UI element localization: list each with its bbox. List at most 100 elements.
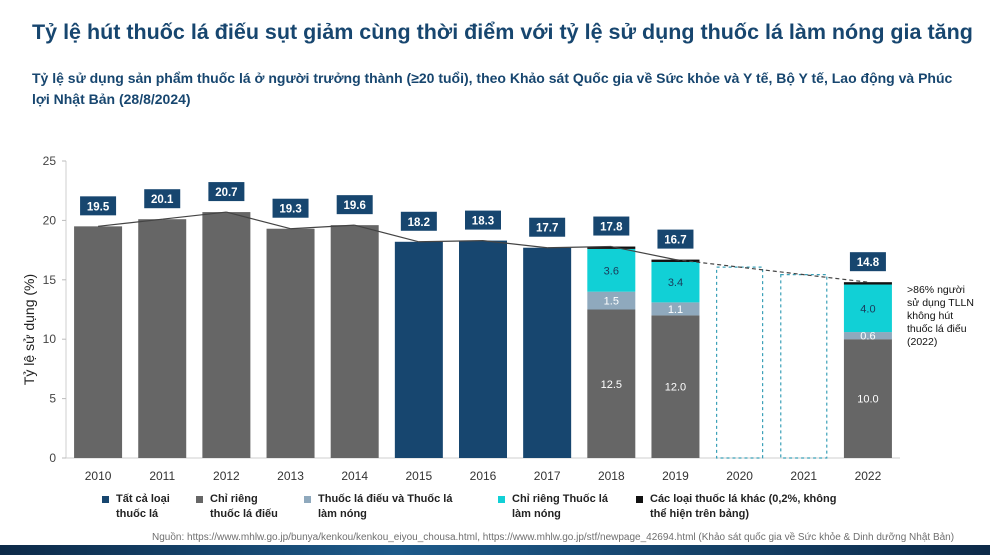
x-tick-label: 2022 xyxy=(855,469,882,483)
total-label-box xyxy=(465,210,501,230)
segment-value-label: 4.0 xyxy=(860,303,875,315)
y-axis-title: Tỷ lệ sử dụng (%) xyxy=(21,274,37,385)
chart-area: 0 5 10 15 20 25 Tỷ lệ sử dụng (%) 2010 2011 2012 2… xyxy=(21,154,974,483)
bar-placeholder xyxy=(780,274,828,459)
legend-swatch-cigarette-only xyxy=(196,496,203,503)
segment-value-label: 12.5 xyxy=(601,379,622,391)
x-tick-label: 2021 xyxy=(790,469,817,483)
y-tick-label: 20 xyxy=(43,213,57,227)
annotation-line: (2022) xyxy=(907,336,937,348)
bar-segment xyxy=(843,284,892,333)
trend-line-segment xyxy=(547,245,612,249)
bar-segment xyxy=(651,302,700,316)
legend-item-dual-use: Thuốc lá điếu và Thuốc lá làm nóng xyxy=(304,492,458,522)
x-tick-label: 2013 xyxy=(277,469,304,483)
footer-bar xyxy=(0,545,990,555)
bar xyxy=(330,225,379,458)
legend-swatch-htp-only xyxy=(498,496,505,503)
legend-item-cigarette-only: Chỉ riêng thuốc lá điếu xyxy=(196,492,290,522)
total-value-label: 17.8 xyxy=(600,222,623,234)
chart-subtitle: Tỷ lệ sử dụng sản phẩm thuốc lá ở người … xyxy=(32,70,953,107)
x-tick-label: 2011 xyxy=(149,469,175,483)
x-tick-label: 2019 xyxy=(662,469,689,483)
total-value-label: 14.8 xyxy=(857,257,880,269)
total-value-label: 16.7 xyxy=(664,235,686,247)
y-tick-label: 25 xyxy=(43,154,57,168)
source-note: Nguồn: https://www.mhlw.go.jp/bunya/kenk… xyxy=(152,532,955,543)
x-tick-label: 2010 xyxy=(85,469,112,483)
segment-value-label: 0.6 xyxy=(860,331,875,343)
bar-segment xyxy=(587,246,636,249)
x-tick-label: 2014 xyxy=(341,469,368,483)
segment-value-label: 3.6 xyxy=(604,265,619,277)
legend-swatch-dual-use xyxy=(304,496,311,503)
total-value-label: 17.7 xyxy=(536,223,558,235)
y-tick-label: 0 xyxy=(49,451,56,465)
bar xyxy=(74,226,123,458)
bar-segment xyxy=(843,332,892,340)
segment-value-label: 10.0 xyxy=(857,394,878,406)
y-tick-label: 5 xyxy=(49,392,56,406)
trend-line-segment xyxy=(226,211,291,230)
total-label-box xyxy=(208,182,245,202)
segment-value-label: 1.5 xyxy=(604,296,619,308)
x-tick-label: 2020 xyxy=(726,469,753,483)
bar xyxy=(138,219,187,458)
total-label-box xyxy=(657,229,694,249)
x-tick-label: 2016 xyxy=(470,469,497,483)
total-value-label: 20.1 xyxy=(151,194,174,206)
bar xyxy=(459,240,507,458)
bar xyxy=(523,247,572,458)
legend-item-other: Các loại thuốc lá khác (0,2%, không thể … xyxy=(636,492,850,522)
annotation-line: không hút xyxy=(907,310,953,322)
total-label-box xyxy=(593,216,630,236)
total-value-label: 19.6 xyxy=(343,200,365,212)
trend-line-segment xyxy=(482,239,548,249)
bar xyxy=(202,212,251,458)
trend-line-segment xyxy=(98,218,163,227)
segment-value-label: 12.0 xyxy=(665,382,686,394)
trend-line-segment xyxy=(418,239,484,243)
x-tick-label: 2012 xyxy=(213,469,240,483)
annotation-line: >86% người xyxy=(907,284,965,296)
annotation-line: sử dụng TLLN xyxy=(907,297,974,309)
trend-line-segment xyxy=(290,224,355,230)
x-tick-label: 2015 xyxy=(405,469,432,483)
total-label-box xyxy=(80,196,117,216)
bar-segment xyxy=(843,282,892,285)
total-value-label: 18.3 xyxy=(472,216,494,228)
total-value-label: 18.2 xyxy=(408,217,430,229)
total-value-label: 19.5 xyxy=(87,201,110,213)
bar-segment xyxy=(587,291,636,310)
legend-label-htp-only: Chỉ riêng Thuốc lá làm nóng xyxy=(512,493,608,520)
total-label-box xyxy=(272,198,309,218)
trend-line-segment xyxy=(162,211,227,220)
total-label-box xyxy=(336,195,373,215)
total-value-label: 20.7 xyxy=(215,187,237,199)
bar-segment xyxy=(843,339,892,458)
legend-label-dual-use: Thuốc lá điếu và Thuốc lá làm nóng xyxy=(318,493,453,520)
total-value-label: 19.3 xyxy=(279,204,301,216)
total-label-box xyxy=(849,252,886,272)
y-tick-label: 15 xyxy=(43,273,57,287)
legend-label-cigarette-only: Chỉ riêng thuốc lá điếu xyxy=(210,493,278,520)
trend-line-segment xyxy=(354,224,419,243)
legend-item-htp-only: Chỉ riêng Thuốc lá làm nóng xyxy=(498,492,612,522)
x-tick-label: 2017 xyxy=(534,469,561,483)
annotation-line: thuốc lá điếu xyxy=(907,323,967,335)
legend-label-other: Các loại thuốc lá khác (0,2%, không thể … xyxy=(650,493,837,520)
legend-label-all-tobacco: Tất cả loại thuốc lá xyxy=(116,493,170,520)
bar xyxy=(266,228,315,458)
total-label-box xyxy=(529,217,566,237)
bar xyxy=(394,241,443,458)
segment-value-label: 3.4 xyxy=(668,277,683,289)
total-label-box xyxy=(144,189,181,209)
bar-segment xyxy=(651,261,700,303)
bar-placeholder xyxy=(716,266,764,459)
bar-segment xyxy=(587,309,636,458)
trend-line-segment xyxy=(611,245,676,261)
bar-segment xyxy=(651,259,700,262)
x-tick-label: 2018 xyxy=(598,469,625,483)
annotation-text: >86% người sử dụng TLLN không hút thuốc lá … xyxy=(907,284,974,348)
bar-segment xyxy=(587,248,636,292)
